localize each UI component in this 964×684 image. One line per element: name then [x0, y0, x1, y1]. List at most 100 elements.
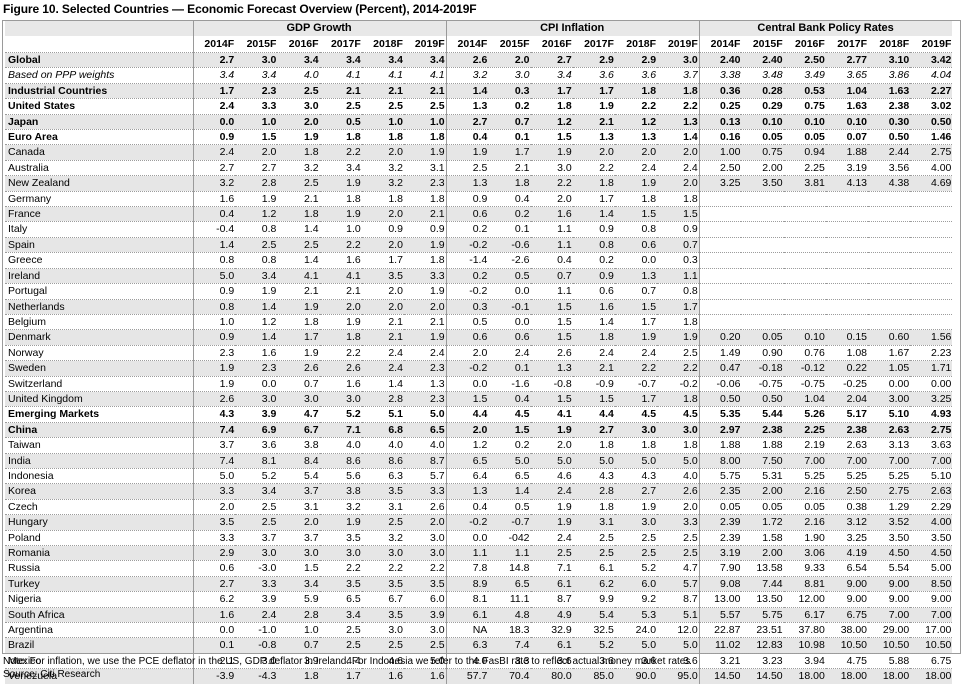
- cb-value-cell: 1.67: [868, 344, 911, 361]
- cpi-value-cell: 1.9: [614, 175, 658, 192]
- cpi-value-cell: 18.3: [488, 622, 531, 638]
- cb-value-cell: 4.00: [910, 159, 953, 176]
- cb-value-cell: 0.13: [698, 113, 742, 130]
- gdp-value-cell: 3.5: [361, 575, 404, 592]
- cpi-value-cell: 95.0: [657, 668, 700, 684]
- cb-value-cell: 7.00: [910, 606, 953, 623]
- gdp-value-cell: 1.9: [192, 375, 236, 392]
- country-name: Argentina: [5, 622, 193, 638]
- gdp-value-cell: 1.9: [235, 283, 278, 299]
- cb-value-cell: 11.02: [698, 637, 742, 654]
- gdp-value-cell: 2.4: [361, 360, 404, 377]
- cpi-value-cell: -0.1: [488, 298, 531, 315]
- gdp-value-cell: 3.1: [277, 498, 320, 515]
- gdp-value-cell: 0.9: [403, 221, 447, 238]
- cb-value-cell: [825, 221, 868, 238]
- gdp-value-cell: 3.5: [361, 483, 404, 500]
- cb-value-cell: 2.04: [825, 390, 868, 407]
- cpi-value-cell: 2.5: [572, 529, 615, 546]
- cb-value-cell: [741, 252, 784, 269]
- cb-value-cell: 5.88: [868, 652, 911, 669]
- cpi-value-cell: -1.4: [445, 252, 489, 269]
- cb-value-cell: 7.50: [741, 452, 784, 469]
- cb-value-cell: 2.00: [741, 483, 784, 500]
- cb-value-cell: 0.10: [783, 329, 826, 346]
- country-name: Denmark: [5, 329, 193, 346]
- cb-value-cell: 2.39: [698, 529, 742, 546]
- gdp-value-cell: 0.9: [361, 221, 404, 238]
- cpi-value-cell: 4.5: [488, 406, 531, 423]
- gdp-value-cell: 8.1: [235, 452, 278, 469]
- cb-value-cell: 6.17: [783, 606, 826, 623]
- gdp-value-cell: 2.0: [235, 144, 278, 161]
- cb-value-cell: 2.50: [698, 159, 742, 176]
- cpi-value-cell: 2.0: [657, 144, 700, 161]
- policy-rates-header: Central Bank Policy Rates: [698, 21, 953, 36]
- gdp-value-cell: 2.5: [361, 514, 404, 531]
- gdp-value-cell: 3.3: [403, 267, 447, 284]
- gdp-value-cell: 2.5: [403, 98, 447, 115]
- cb-value-cell: 14.50: [741, 668, 784, 684]
- cpi-value-cell: 6.0: [614, 575, 658, 592]
- cpi-value-cell: 32.5: [572, 622, 615, 638]
- gdp-value-cell: 0.7: [277, 375, 320, 392]
- cb-value-cell: 0.22: [825, 360, 868, 377]
- country-name: Portugal: [5, 283, 193, 299]
- cb-value-cell: 12.83: [741, 637, 784, 654]
- cb-value-cell: 2.25: [783, 159, 826, 176]
- gdp-value-cell: 1.8: [277, 144, 320, 161]
- cpi-value-cell: 2.5: [572, 544, 615, 561]
- gdp-value-cell: 3.3: [403, 483, 447, 500]
- cb-value-cell: 4.50: [910, 544, 953, 561]
- cb-value-cell: 7.00: [783, 452, 826, 469]
- table-row: Global 2.7 3.0 3.4 3.4 3.4 3.4 2.6 2.0 2.7 2.9 2.9 3…: [5, 51, 953, 68]
- gdp-value-cell: 1.8: [277, 313, 320, 330]
- cb-value-cell: [910, 283, 953, 299]
- cpi-value-cell: 4.7: [657, 560, 700, 577]
- cpi-value-cell: 1.9: [614, 329, 658, 346]
- gdp-value-cell: 2.9: [192, 544, 236, 561]
- cpi-value-cell: 0.8: [614, 221, 658, 238]
- cb-value-cell: 23.51: [741, 622, 784, 638]
- cb-value-cell: 2.50: [825, 483, 868, 500]
- gdp-value-cell: 7.1: [319, 421, 362, 438]
- gdp-value-cell: 5.2: [319, 406, 362, 423]
- cb-value-cell: 1.04: [825, 82, 868, 99]
- cb-value-cell: 0.05: [741, 329, 784, 346]
- gdp-value-cell: 2.0: [361, 298, 404, 315]
- cpi-value-cell: 1.8: [657, 313, 700, 330]
- year-header: 2018F: [879, 38, 910, 50]
- table-row: Norway 2.3 1.6 1.9 2.2 2.4 2.4 2.0 2.4 2.6 2.4 2.4 2…: [5, 344, 953, 361]
- table-row: Portugal 0.9 1.9 2.1 2.1 2.0 1.9 -0.2 0.0 1.1 0.6 0…: [5, 283, 953, 299]
- cb-value-cell: 3.94: [783, 652, 826, 669]
- cb-value-cell: [825, 283, 868, 299]
- gdp-value-cell: 8.7: [403, 452, 447, 469]
- cb-value-cell: 1.05: [868, 360, 911, 377]
- gdp-value-cell: 2.0: [319, 298, 362, 315]
- cb-value-cell: [783, 221, 826, 238]
- gdp-value-cell: 1.6: [192, 606, 236, 623]
- cb-value-cell: 14.50: [698, 668, 742, 684]
- cb-value-cell: 0.05: [783, 129, 826, 145]
- cb-value-cell: [741, 206, 784, 222]
- cb-value-cell: 29.00: [868, 622, 911, 638]
- cpi-value-cell: 0.5: [488, 267, 531, 284]
- gdp-value-cell: 1.9: [319, 313, 362, 330]
- gdp-value-cell: 0.9: [192, 129, 236, 145]
- cpi-value-cell: 2.5: [445, 159, 489, 176]
- year-header: 2018F: [373, 38, 403, 50]
- cpi-value-cell: -2.6: [488, 252, 531, 269]
- cpi-value-cell: 5.0: [530, 452, 573, 469]
- cpi-value-cell: 5.3: [614, 606, 658, 623]
- gdp-value-cell: 3.2: [361, 175, 404, 192]
- cb-value-cell: 2.40: [698, 51, 742, 68]
- cpi-value-cell: 2.6: [530, 344, 573, 361]
- gdp-value-cell: 3.2: [277, 159, 320, 176]
- cb-value-cell: [698, 267, 742, 284]
- cpi-value-cell: 2.1: [572, 113, 615, 130]
- cb-value-cell: -0.12: [783, 360, 826, 377]
- cpi-value-cell: 8.1: [445, 591, 489, 608]
- cpi-value-cell: 4.5: [614, 406, 658, 423]
- cpi-value-cell: 3.6: [572, 652, 615, 669]
- gdp-value-cell: 3.2: [319, 498, 362, 515]
